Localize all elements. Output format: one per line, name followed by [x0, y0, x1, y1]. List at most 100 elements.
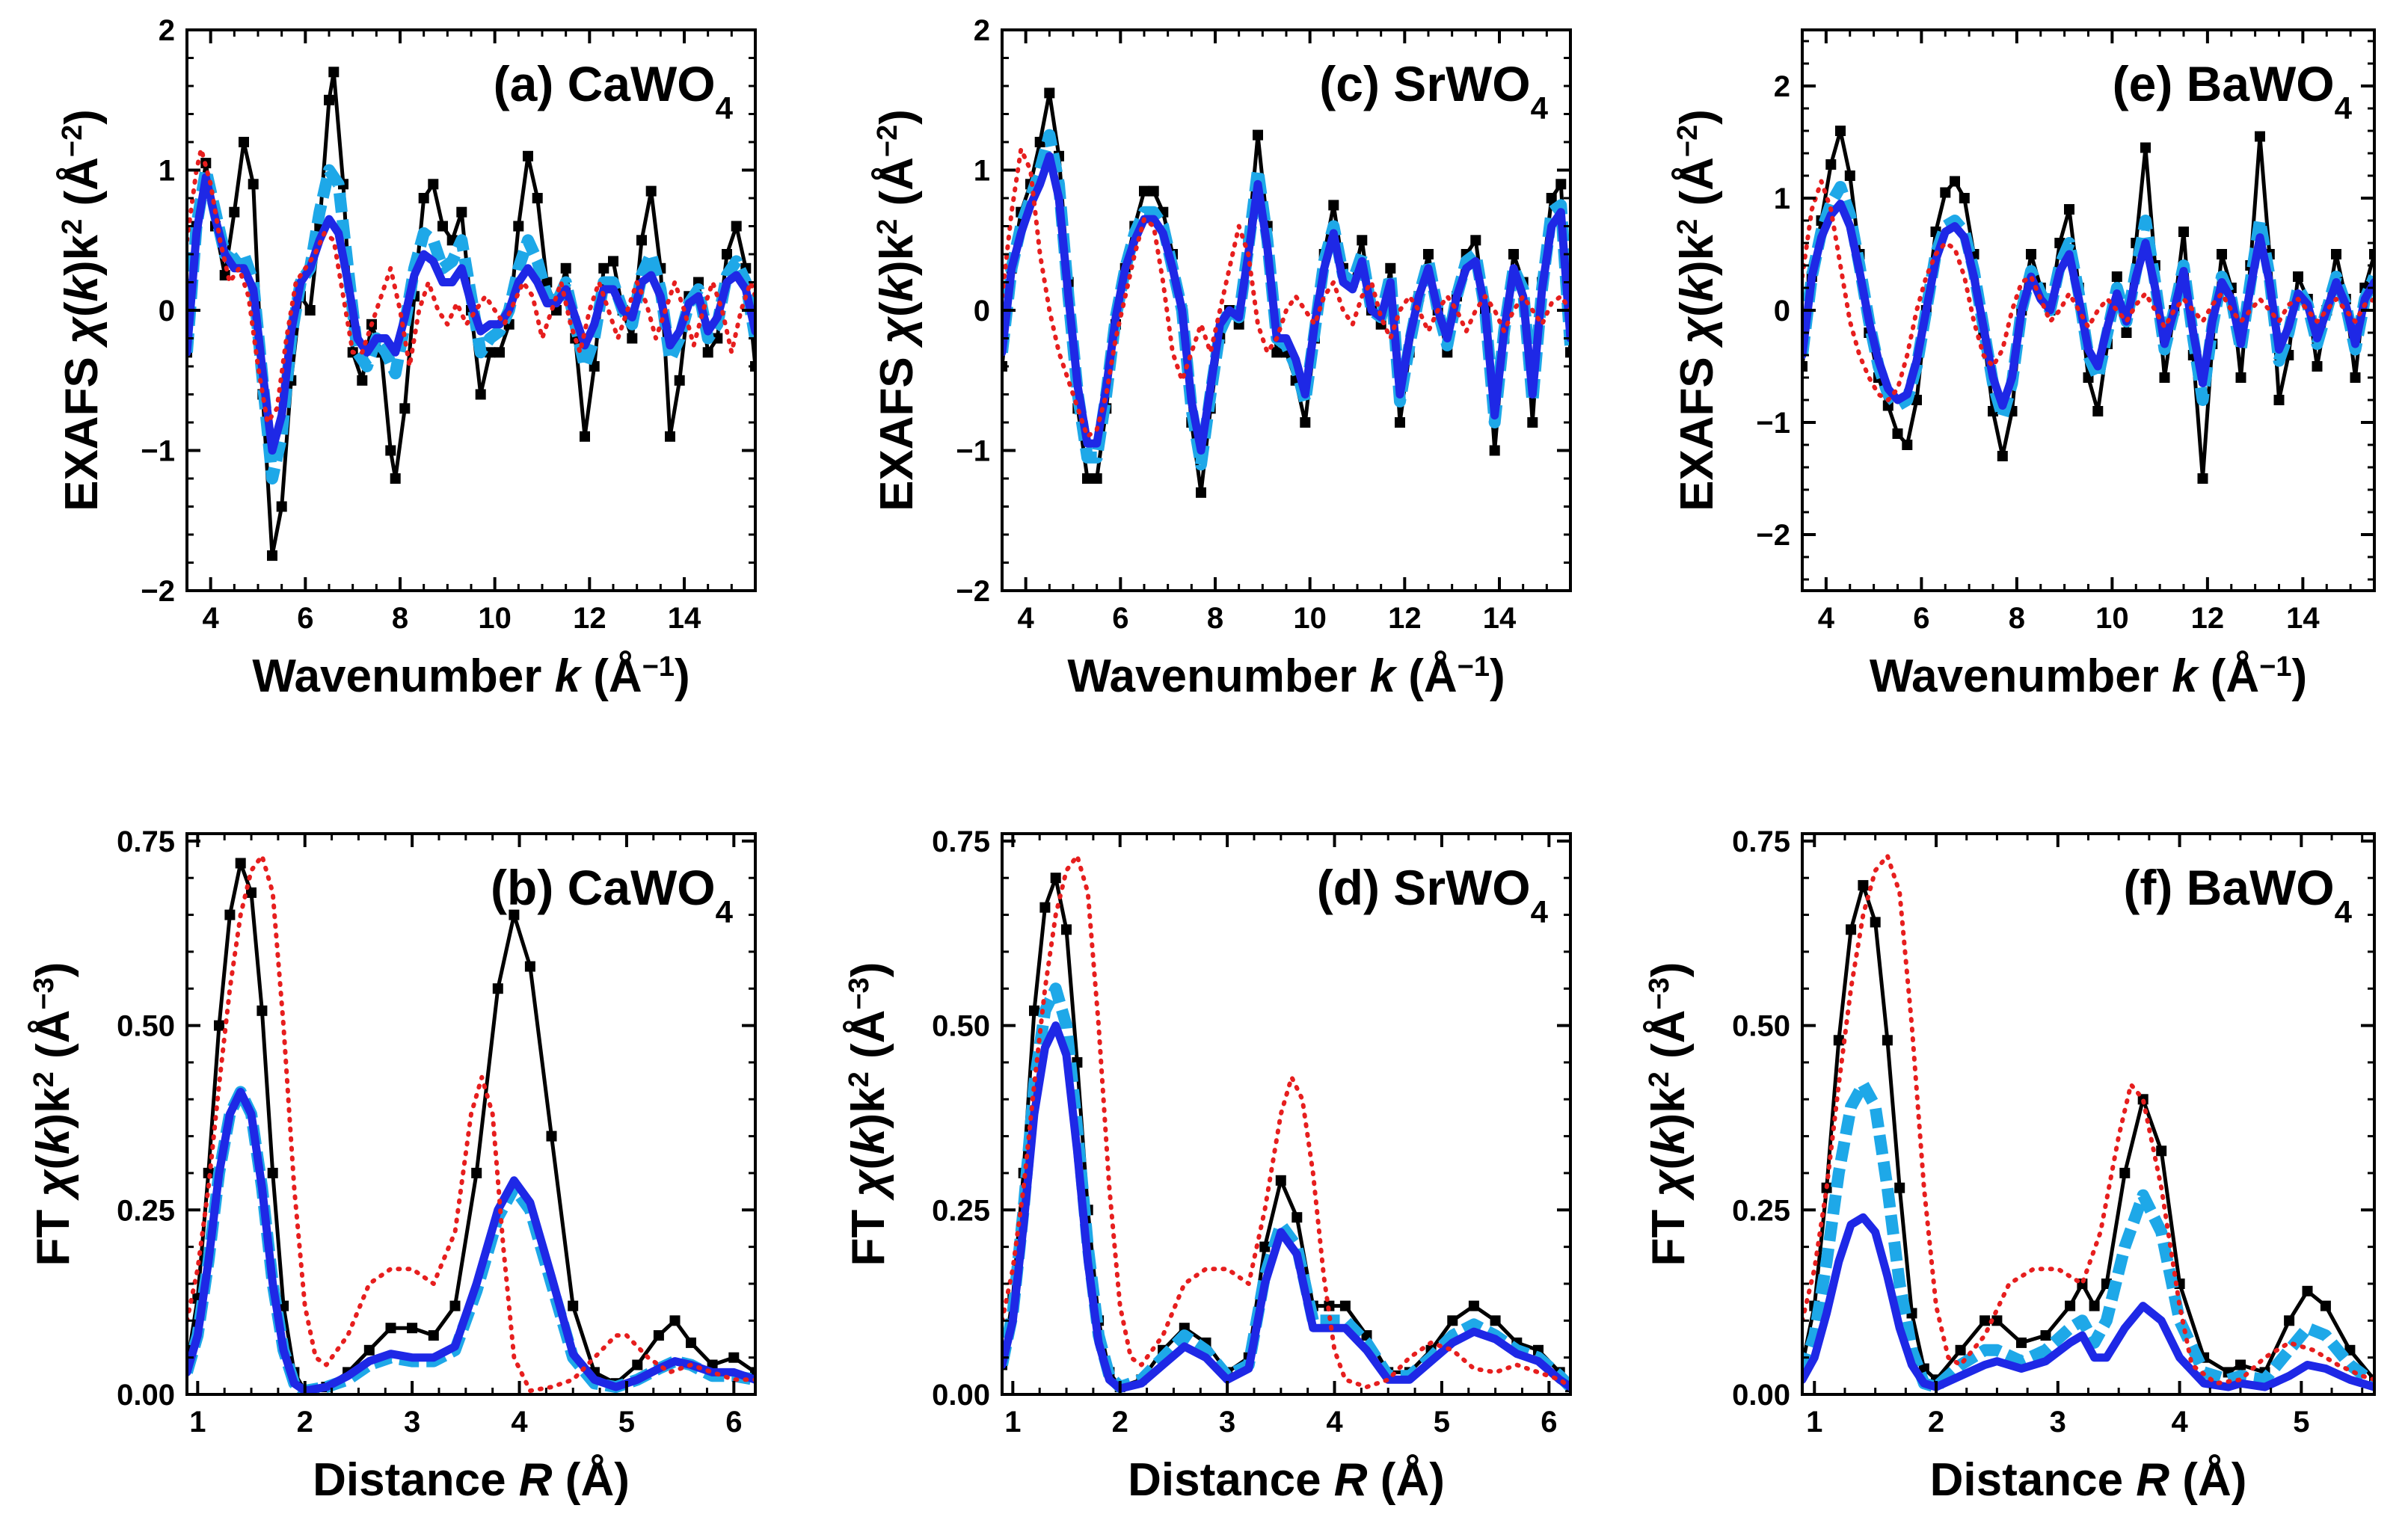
- series-red-dotted-line: [1002, 147, 1570, 439]
- panel-title: (d) SrWO4: [1317, 860, 1549, 929]
- series-black-marker: [1196, 487, 1206, 498]
- x-tick-label: 12: [1388, 602, 1422, 635]
- series-group-d: [1002, 853, 1570, 1394]
- series-black-marker: [2178, 227, 2189, 237]
- series-blue-line: [187, 1087, 755, 1394]
- x-tick-label: 2: [1112, 1406, 1128, 1439]
- series-black-marker: [1385, 262, 1396, 274]
- series-black-marker: [399, 403, 411, 414]
- series-black-marker: [239, 137, 249, 147]
- series-black-marker: [1844, 170, 1855, 181]
- y-tick-label: 0.25: [1732, 1194, 1790, 1227]
- series-black-marker: [2235, 1359, 2246, 1370]
- series-black-marker: [2302, 1285, 2313, 1296]
- x-tick-label: 10: [478, 602, 512, 635]
- series-black-marker: [235, 858, 246, 869]
- y-tick-label: 0: [974, 295, 990, 327]
- series-black-marker: [1275, 1175, 1286, 1186]
- y-tick-label: 0: [159, 295, 175, 327]
- series-blue-line: [1802, 200, 2374, 410]
- series-group-a: [187, 67, 755, 562]
- y-axis-label: FT χ(k)k2 (Å−3): [28, 962, 79, 1267]
- series-black-marker: [267, 550, 277, 562]
- series-black-marker: [304, 305, 316, 316]
- y-tick-label: 0.50: [932, 1010, 990, 1043]
- y-tick-label: 0.00: [1732, 1379, 1790, 1412]
- x-tick-label: 4: [2171, 1406, 2188, 1439]
- series-black-marker: [2140, 142, 2151, 153]
- series-black-marker: [1139, 185, 1149, 197]
- series-black-marker: [363, 1344, 375, 1356]
- x-tick-label: 3: [404, 1406, 420, 1439]
- series-black-marker: [2159, 372, 2170, 383]
- series-black-marker: [2016, 1337, 2027, 1348]
- series-black-marker: [2064, 204, 2074, 215]
- y-tick-label: −2: [956, 575, 990, 608]
- series-black-marker: [2040, 1330, 2051, 1341]
- series-blue-line: [187, 173, 755, 455]
- series-black-marker: [2065, 1300, 2076, 1311]
- series-black-marker: [1940, 187, 1951, 198]
- series-blue-line: [1002, 1021, 1570, 1393]
- x-axis-label: Wavenumber k (Å−1): [1870, 650, 2307, 702]
- series-black-marker: [1508, 249, 1519, 259]
- series-black-marker: [418, 193, 429, 203]
- axes-frame-f: [1801, 832, 2376, 1396]
- series-black-line: [187, 861, 755, 1393]
- series-black-marker: [731, 221, 742, 232]
- x-tick-label: 1: [1004, 1406, 1021, 1439]
- x-tick-label: 3: [1219, 1406, 1235, 1439]
- series-black-marker: [1565, 347, 1570, 358]
- x-tick-label: 10: [1293, 602, 1327, 635]
- series-red-dotted-line: [187, 147, 755, 425]
- series-black-marker: [1918, 1363, 1929, 1374]
- series-black-marker: [1328, 200, 1339, 211]
- series-black-marker: [2255, 131, 2265, 142]
- series-black-marker: [524, 961, 535, 972]
- x-axis-label: Distance R (Å): [1128, 1454, 1445, 1506]
- y-tick-label: 1: [974, 155, 990, 188]
- series-black-marker: [568, 1300, 579, 1311]
- series-black-marker: [2111, 271, 2122, 282]
- series-black-marker: [1527, 417, 1538, 428]
- series-black-marker: [636, 235, 647, 246]
- series-group-e: [1802, 126, 2374, 484]
- series-black-marker: [1039, 902, 1051, 913]
- x-tick-label: 8: [392, 602, 408, 635]
- series-black-marker: [1802, 361, 1807, 372]
- y-tick-label: 0.75: [117, 825, 175, 858]
- series-black-line: [1002, 876, 1570, 1389]
- series-black-marker: [390, 473, 401, 484]
- series-black-marker: [276, 501, 287, 512]
- series-black-marker: [257, 1005, 268, 1016]
- y-axis-label: FT χ(k)k2 (Å−3): [843, 962, 894, 1267]
- panel-title: (e) BaWO4: [2113, 56, 2353, 126]
- series-black-marker: [1955, 1344, 1966, 1356]
- series-black-marker: [674, 375, 685, 386]
- series-black-marker: [722, 249, 732, 259]
- series-red-dotted-line: [1002, 853, 1570, 1390]
- axes-frame-d: [1001, 832, 1572, 1396]
- series-black-marker: [2089, 1300, 2100, 1311]
- x-tick-label: 6: [1112, 602, 1128, 635]
- series-black-marker: [750, 1367, 755, 1378]
- x-tick-label: 5: [1434, 1406, 1450, 1439]
- series-black-marker: [686, 1337, 696, 1348]
- series-light-blue-line: [1002, 982, 1570, 1394]
- series-black-marker: [428, 179, 439, 190]
- series-black-marker: [2235, 372, 2246, 383]
- x-tick-label: 4: [1818, 602, 1835, 635]
- x-tick-label: 4: [1018, 602, 1035, 635]
- panel-title: (a) CaWO4: [494, 56, 734, 126]
- series-black-marker: [229, 206, 240, 218]
- series-black-marker: [1291, 1212, 1303, 1223]
- x-axis-label: Distance R (Å): [1930, 1454, 2247, 1506]
- series-black-marker: [1489, 445, 1500, 456]
- series-black-marker: [1979, 1315, 1991, 1326]
- series-red-dotted-line: [1802, 853, 2374, 1386]
- series-black-marker: [456, 206, 467, 218]
- panel-b: 1 2 3 4 5 6 0.00 0.25 0.50 0.75 Distance R (Å) FT χ…: [28, 825, 757, 1506]
- series-black-marker: [475, 389, 486, 400]
- x-tick-label: 4: [1326, 1406, 1343, 1439]
